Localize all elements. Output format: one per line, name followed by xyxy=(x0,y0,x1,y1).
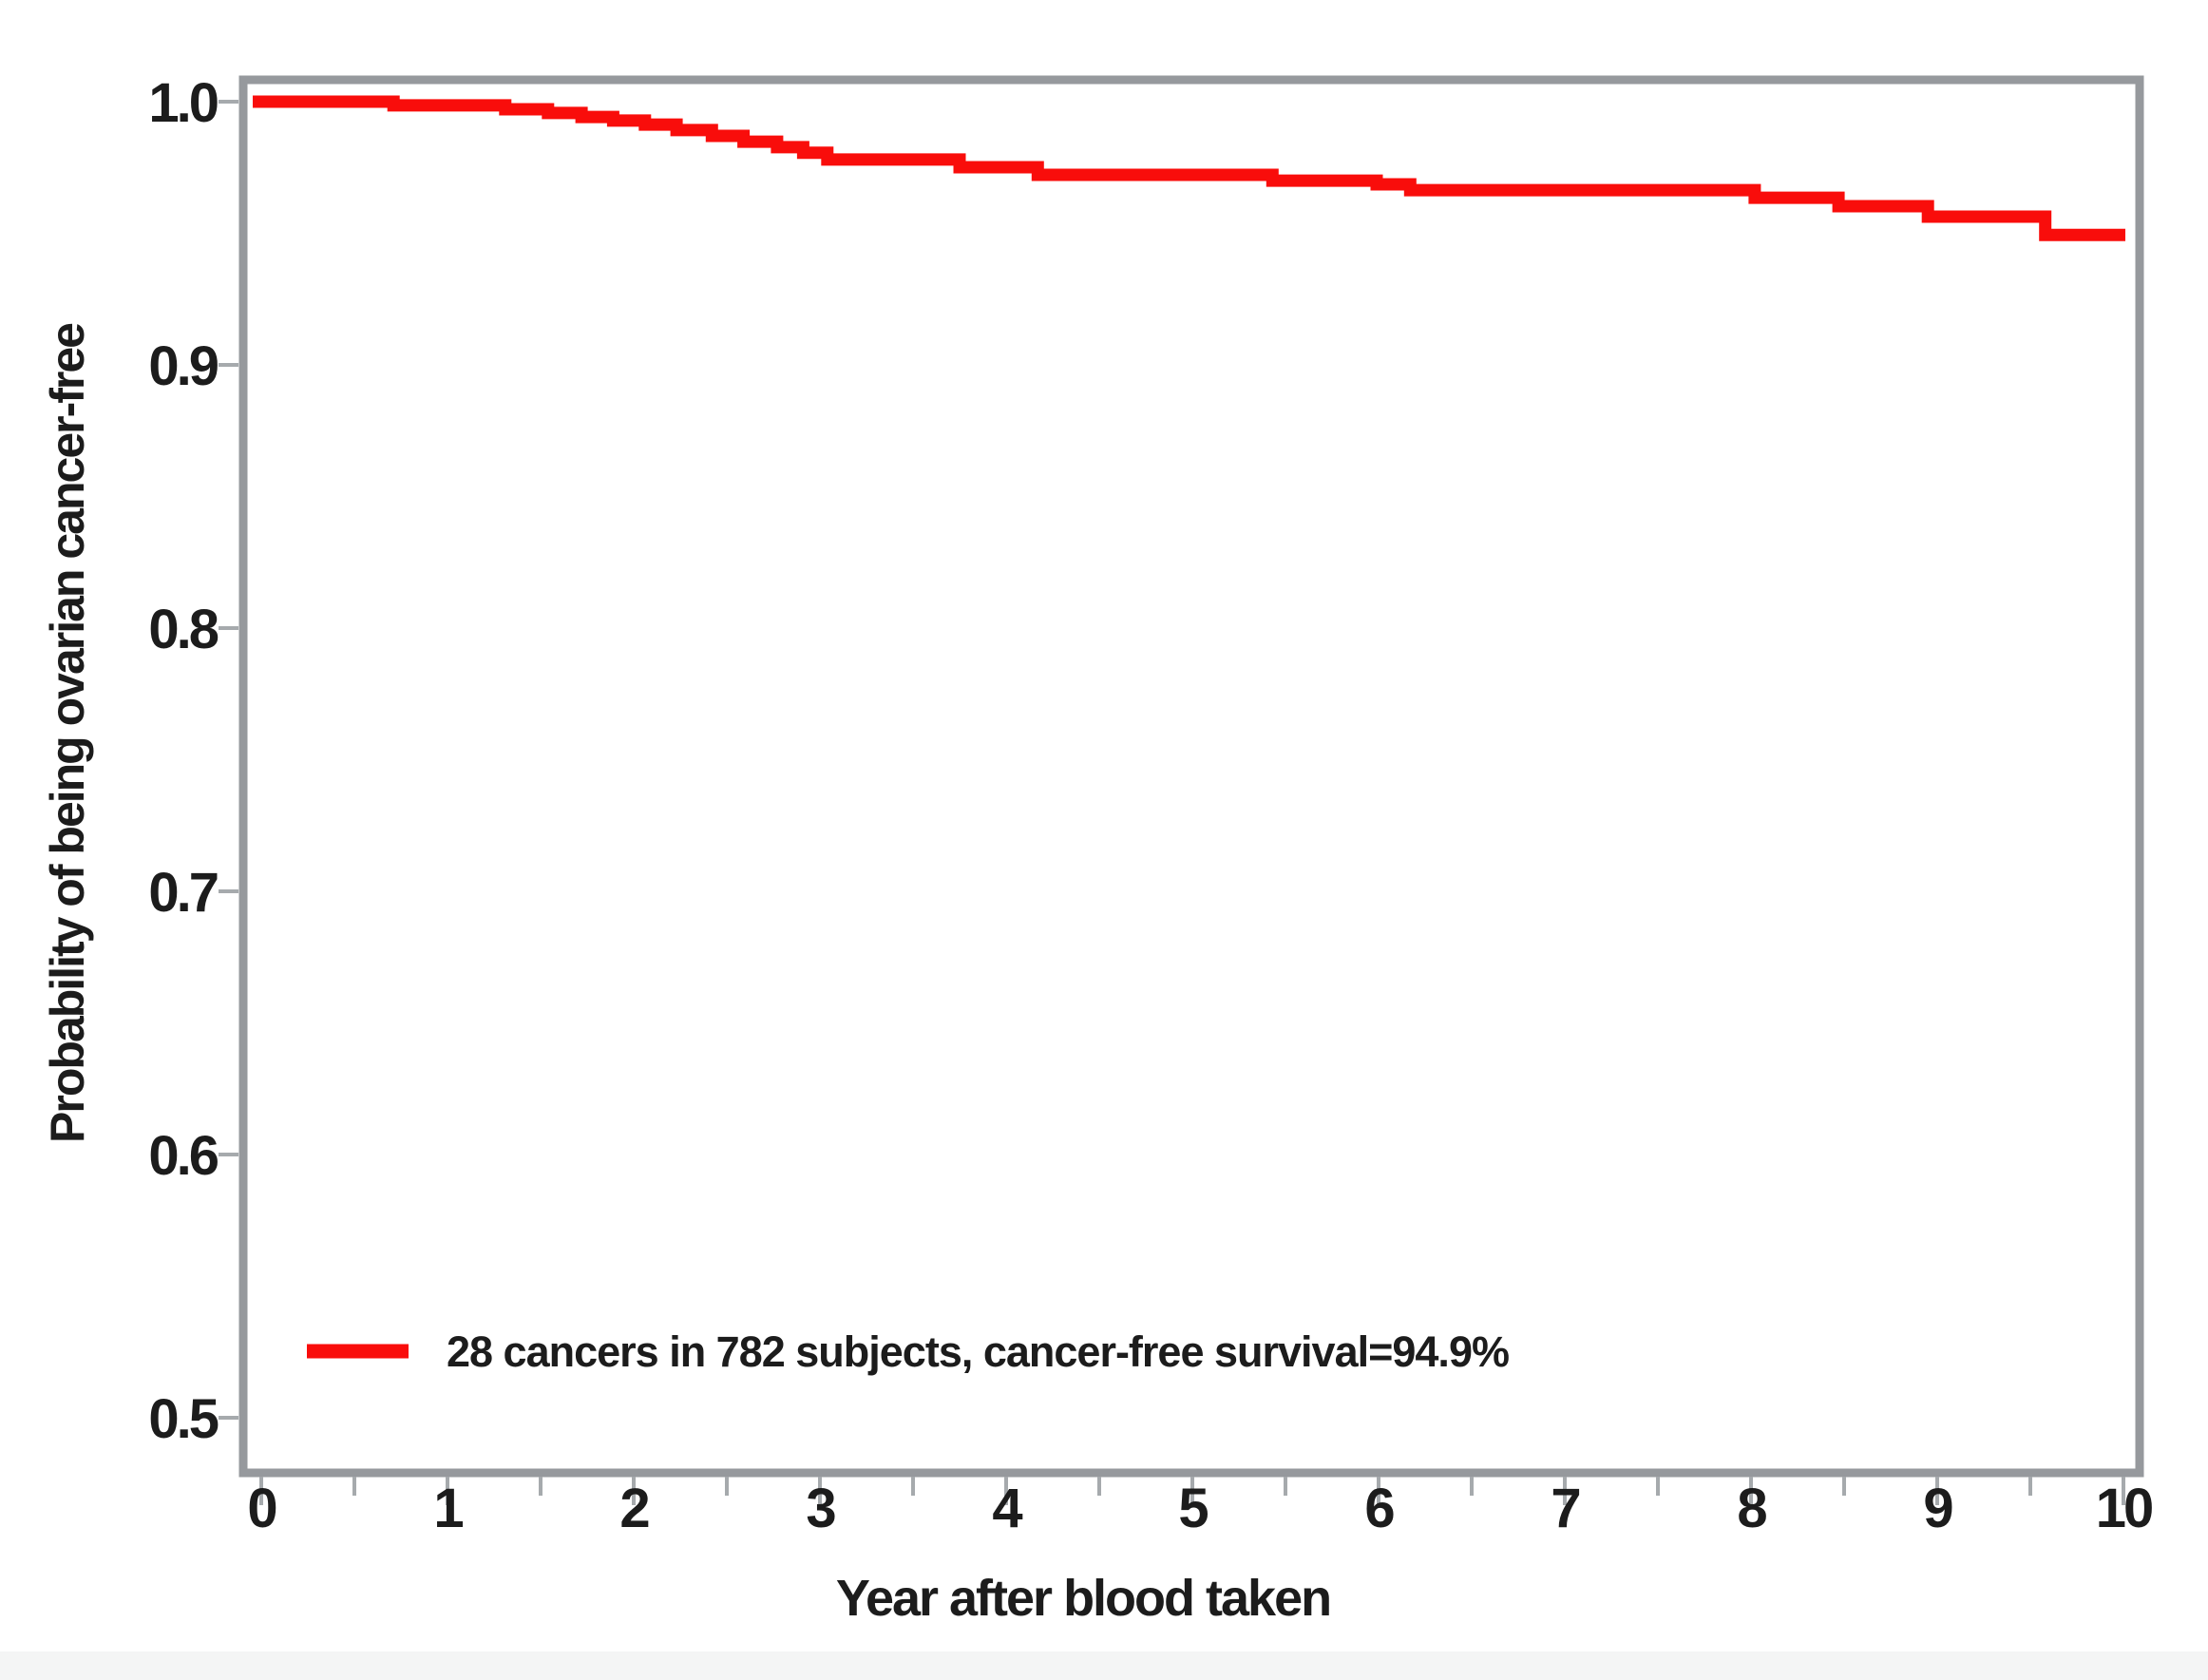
x-axis-tick-labels: 0 1 2 3 4 5 6 7 8 9 10 xyxy=(247,1478,2155,1539)
x-tick-label: 8 xyxy=(1737,1478,1766,1539)
y-tick-label: 0.8 xyxy=(148,599,218,660)
x-tick-label: 3 xyxy=(806,1478,835,1539)
x-axis-title: Year after blood taken xyxy=(836,1570,1330,1627)
y-tick-label: 0.7 xyxy=(148,862,217,924)
y-tick-label: 1.0 xyxy=(148,72,217,134)
x-tick-label: 7 xyxy=(1551,1478,1579,1539)
km-survival-curve xyxy=(253,95,2125,241)
bottom-strip xyxy=(0,1651,2208,1680)
y-axis-tick-labels: 1.0 0.9 0.8 0.7 0.6 0.5 xyxy=(148,72,220,1450)
x-tick-label: 10 xyxy=(2096,1478,2152,1539)
x-axis-ticks xyxy=(259,1477,2125,1505)
x-tick-label: 5 xyxy=(1178,1478,1208,1539)
y-axis-title: Probability of being ovarian cancer-free xyxy=(41,323,94,1143)
x-tick-label: 1 xyxy=(433,1478,463,1539)
legend: 28 cancers in 782 subjects, cancer-free … xyxy=(307,1327,1510,1376)
y-tick-label: 0.6 xyxy=(148,1125,218,1187)
y-tick-label: 0.5 xyxy=(148,1388,218,1450)
x-tick-label: 6 xyxy=(1364,1478,1394,1539)
y-axis-ticks xyxy=(219,100,238,1420)
x-tick-label: 0 xyxy=(247,1478,276,1539)
x-tick-label: 2 xyxy=(619,1478,648,1539)
y-tick-label: 0.9 xyxy=(148,335,218,397)
x-tick-label: 4 xyxy=(992,1478,1022,1539)
plot-frame xyxy=(238,75,2144,1478)
x-tick-label: 9 xyxy=(1923,1478,1952,1539)
legend-label: 28 cancers in 782 subjects, cancer-free … xyxy=(447,1327,1509,1376)
